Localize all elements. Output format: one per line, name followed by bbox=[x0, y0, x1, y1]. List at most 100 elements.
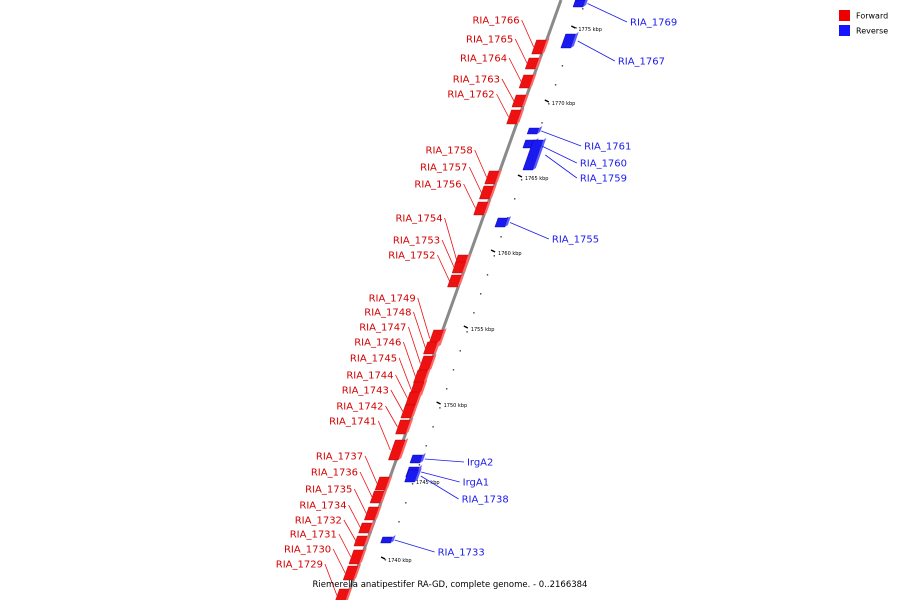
forward-gene-label: RIA_1745 bbox=[350, 354, 397, 365]
forward-gene-label: RIA_1763 bbox=[453, 75, 500, 86]
forward-gene-label: RIA_1762 bbox=[447, 90, 494, 101]
minor-tick bbox=[432, 426, 434, 428]
minor-tick bbox=[459, 350, 461, 352]
forward-gene-label: RIA_1735 bbox=[305, 485, 352, 496]
tick-label: 1775 kbp bbox=[578, 27, 602, 33]
forward-gene-bevel bbox=[374, 505, 382, 520]
reverse-gene-label: RIA_1761 bbox=[584, 142, 631, 153]
forward-gene-label: RIA_1746 bbox=[354, 338, 401, 349]
gene-leader-line bbox=[496, 93, 509, 118]
minor-ticks bbox=[384, 8, 584, 561]
gene-leader-line bbox=[444, 217, 458, 261]
minor-tick bbox=[493, 255, 495, 257]
minor-tick bbox=[500, 236, 502, 238]
legend: Forward Reverse bbox=[839, 10, 888, 36]
tick-label: 1740 kbp bbox=[388, 558, 412, 564]
minor-tick bbox=[439, 407, 441, 409]
forward-gene-label: RIA_1741 bbox=[329, 417, 376, 428]
reverse-gene bbox=[526, 127, 540, 135]
forward-gene-label: RIA_1731 bbox=[290, 530, 337, 541]
gene-leader-line bbox=[398, 357, 412, 390]
forward-gene-bevel bbox=[462, 260, 469, 273]
forward-gene-bevel bbox=[433, 340, 441, 354]
forward-gene-bevel bbox=[385, 475, 393, 490]
reverse-gene-bevel bbox=[390, 535, 396, 543]
legend-reverse-swatch bbox=[839, 25, 850, 36]
legend-forward-swatch bbox=[839, 10, 850, 21]
label-layer: RIA_1766 RIA_1765 RIA_1764 RIA_1763 RIA_1762… bbox=[276, 16, 677, 571]
minor-tick bbox=[541, 122, 543, 124]
major-tick bbox=[544, 99, 550, 103]
genome-caption: Riemerella anatipestifer RA-GD, complete… bbox=[313, 580, 588, 590]
forward-gene-label: RIA_1730 bbox=[284, 545, 331, 556]
forward-gene-bevel bbox=[380, 489, 388, 503]
gene-leader-line bbox=[508, 57, 522, 82]
forward-gene-bevel bbox=[358, 548, 367, 564]
gene-leader-line bbox=[420, 475, 459, 500]
forward-gene-bevel bbox=[541, 38, 550, 54]
major-tick bbox=[436, 401, 441, 405]
tick-label: 1765 kbp bbox=[525, 176, 549, 182]
gene-leader-line bbox=[501, 78, 515, 102]
minor-tick bbox=[486, 274, 489, 276]
reverse-gene-label: RIA_1738 bbox=[462, 495, 509, 506]
minor-tick bbox=[582, 8, 584, 10]
reverse-gene-bevel bbox=[414, 468, 422, 482]
minor-tick bbox=[405, 502, 407, 504]
major-tick bbox=[463, 325, 469, 329]
gene-leader-line bbox=[577, 40, 616, 62]
reverse-gene-bevel bbox=[537, 126, 543, 134]
forward-gene-bevel bbox=[415, 390, 424, 405]
reverse-gene-label: IrgA1 bbox=[463, 478, 489, 489]
forward-gene-label: RIA_1756 bbox=[414, 180, 461, 191]
reverse-gene-bevel bbox=[583, 0, 588, 7]
reverse-gene-label: RIA_1733 bbox=[438, 548, 485, 559]
gene-leader-line bbox=[521, 19, 535, 48]
forward-gene-label: RIA_1758 bbox=[426, 146, 473, 157]
forward-gene-bevel bbox=[494, 169, 503, 184]
reverse-gene bbox=[380, 536, 393, 544]
forward-gene-bevel bbox=[398, 438, 409, 460]
gene-leader-line bbox=[514, 38, 528, 64]
gene-leader-line bbox=[377, 420, 391, 451]
tick-label: 1750 kbp bbox=[444, 403, 468, 409]
gene-leader-line bbox=[359, 471, 373, 498]
forward-gene-label: RIA_1757 bbox=[420, 163, 467, 174]
gene-leader-line bbox=[348, 504, 361, 529]
minor-tick bbox=[398, 521, 400, 523]
reverse-gene-label: RIA_1769 bbox=[630, 18, 677, 29]
gene-leader-line bbox=[587, 3, 628, 23]
major-tick bbox=[571, 25, 576, 29]
forward-gene-label: RIA_1737 bbox=[316, 452, 363, 463]
forward-gene-bevel bbox=[489, 184, 497, 199]
reverse-gene-label: RIA_1759 bbox=[580, 174, 627, 185]
tick-label: 1770 kbp bbox=[552, 101, 576, 107]
forward-gene-bevel bbox=[521, 93, 530, 107]
forward-gene-bevel bbox=[345, 587, 353, 600]
forward-gene-label: RIA_1736 bbox=[311, 468, 358, 479]
forward-gene-label: RIA_1753 bbox=[393, 236, 440, 247]
forward-gene-label: RIA_1748 bbox=[364, 308, 411, 319]
reverse-gene-label: IrgA2 bbox=[467, 458, 493, 469]
minor-tick bbox=[384, 559, 387, 561]
minor-tick bbox=[452, 369, 455, 371]
forward-gene-bevel bbox=[428, 354, 437, 371]
gene-leader-line bbox=[468, 166, 482, 193]
forward-gene-label: RIA_1765 bbox=[466, 35, 513, 46]
gene-leader-line bbox=[353, 488, 367, 514]
reverse-gene-bevel bbox=[532, 138, 547, 170]
reverse-gene-label: RIA_1760 bbox=[580, 159, 627, 170]
gene-leader-line bbox=[324, 563, 338, 596]
reverse-gene bbox=[572, 0, 586, 8]
minor-tick bbox=[418, 464, 421, 466]
forward-gene-bevel bbox=[353, 564, 362, 580]
major-tick bbox=[490, 249, 496, 253]
tick-label: 1745 kbp bbox=[416, 480, 440, 486]
gene-leader-line bbox=[343, 519, 357, 542]
gene-leader-line bbox=[395, 374, 408, 399]
minor-tick bbox=[411, 483, 414, 485]
forward-gene-label: RIA_1743 bbox=[342, 386, 389, 397]
forward-gene-label: RIA_1764 bbox=[460, 54, 507, 65]
gene-leader-line bbox=[385, 405, 398, 428]
